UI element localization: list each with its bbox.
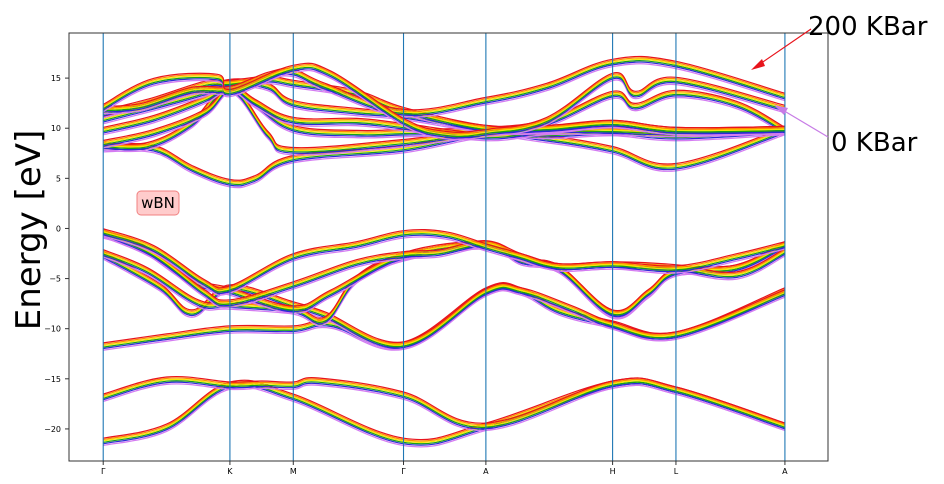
band (103, 375, 786, 432)
band-line-pressure-1 (103, 88, 785, 140)
band-line-pressure-4 (103, 84, 785, 136)
inset-label-box: wBN (136, 190, 180, 216)
band-line-pressure-4 (102, 230, 786, 303)
inset-label: wBN (141, 194, 175, 212)
plot-frame (68, 32, 829, 462)
band-line-pressure-3 (103, 230, 786, 292)
band-line-0kbar (103, 383, 786, 432)
band-line-0kbar (102, 258, 786, 351)
band-line-pressure-2 (103, 380, 786, 428)
band-line-pressure-1 (103, 132, 786, 187)
band-line-200kbar (102, 62, 786, 133)
band-line-pressure-4 (102, 64, 786, 135)
y-tick-label: −20 (44, 425, 61, 434)
y-tick-label: 0 (56, 224, 61, 233)
band-line-0kbar (103, 91, 785, 156)
annotation-arrow-0kbar (780, 108, 829, 138)
band-line-pressure-1 (103, 381, 786, 430)
annotation-0kbar: 0 KBar (774, 105, 918, 158)
x-tick-label: K (227, 467, 233, 476)
band-line-pressure-3 (102, 253, 786, 346)
band-line-0kbar (103, 134, 786, 189)
annotation-arrow-200kbar (756, 28, 812, 67)
y-tick-label: 5 (56, 174, 61, 183)
band-line-pressure-4 (103, 57, 786, 112)
annotation-label-0kbar: 0 KBar (831, 128, 918, 158)
band-line-pressure-1 (103, 61, 786, 116)
x-tick-label: A (483, 467, 489, 476)
annotation-200kbar: 200 KBar (751, 12, 928, 70)
x-tick-label: M (290, 467, 297, 476)
band (103, 55, 786, 118)
band-line-200kbar (103, 55, 786, 111)
band-line-pressure-3 (103, 58, 786, 114)
band-line-200kbar (102, 251, 786, 343)
band-line-pressure-4 (103, 229, 786, 290)
band-line-pressure-2 (102, 233, 786, 305)
y-tick-label: −15 (44, 375, 61, 384)
y-axis-ticks: −20 −15 −10 −5 0 5 10 15 (44, 74, 69, 434)
band-line-0kbar (102, 69, 786, 141)
band-line-pressure-2 (102, 255, 786, 348)
band (102, 228, 786, 296)
band-line-pressure-2 (102, 66, 786, 138)
band (102, 229, 786, 309)
band-line-pressure-3 (102, 65, 786, 136)
band (102, 62, 786, 141)
band-line-pressure-3 (103, 129, 786, 184)
x-tick-label: A (782, 467, 788, 476)
band-line-pressure-4 (102, 252, 786, 345)
band-line-pressure-4 (103, 377, 786, 426)
high-symmetry-lines (102, 33, 786, 461)
band-line-200kbar (103, 377, 786, 441)
band-line-pressure-2 (103, 232, 786, 293)
x-tick-label: Γ (401, 467, 406, 476)
y-tick-label: 15 (51, 74, 61, 83)
y-tick-label: 10 (51, 124, 61, 133)
band-line-pressure-1 (102, 234, 786, 307)
band-line-pressure-1 (102, 256, 786, 349)
band-line-pressure-2 (103, 131, 786, 186)
band-line-0kbar (102, 235, 786, 296)
band-line-0kbar (103, 63, 786, 118)
arrowhead-0kbar (774, 105, 788, 115)
band-line-pressure-1 (103, 233, 786, 295)
band-line-0kbar (103, 89, 785, 142)
band-lines (102, 55, 786, 448)
band-line-pressure-2 (103, 86, 785, 139)
y-tick-label: −10 (44, 325, 61, 334)
band-line-pressure-3 (102, 231, 786, 304)
band-line-200kbar (103, 375, 786, 424)
band-line-200kbar (102, 229, 786, 301)
band (102, 251, 786, 351)
band-line-pressure-3 (103, 85, 785, 137)
band-line-pressure-2 (103, 60, 786, 115)
arrowhead-200kbar (751, 59, 765, 70)
y-axis-label: Energy [eV] (9, 130, 49, 331)
band-line-pressure-3 (103, 378, 786, 427)
band-line-200kbar (103, 228, 786, 289)
x-tick-label: H (610, 467, 616, 476)
band-line-pressure-1 (102, 68, 786, 139)
y-tick-label: −5 (49, 275, 61, 284)
x-tick-label: L (674, 467, 679, 476)
x-tick-label: Γ (101, 467, 106, 476)
annotation-label-200kbar: 200 KBar (808, 12, 928, 42)
